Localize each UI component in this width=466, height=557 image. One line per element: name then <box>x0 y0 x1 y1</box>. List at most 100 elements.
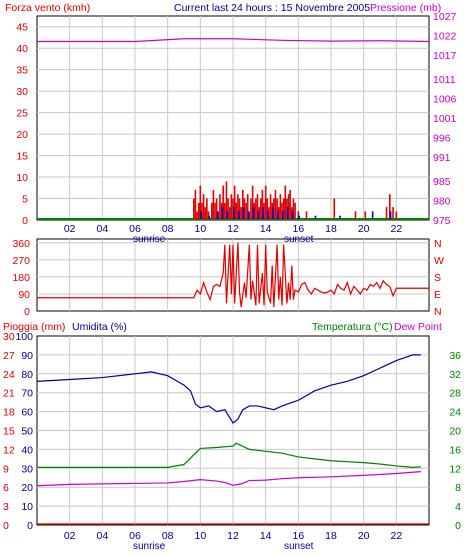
humidity-tick-label: 60 <box>21 407 33 419</box>
x-tick-label-top: 02 <box>64 223 76 235</box>
axis-layer: 0202040406060808101012121414161618182020… <box>3 11 461 542</box>
rain-tick-label: 15 <box>3 426 15 438</box>
wind-axis-title: Forza vento (kmh) <box>5 2 90 14</box>
humidity-tick-label: 80 <box>21 369 33 381</box>
sunrise-label-top: sunrise <box>133 234 166 245</box>
pressure-tick-label: 985 <box>433 176 451 188</box>
compass-tick-label: W <box>434 255 444 267</box>
humidity-tick-label: 90 <box>21 350 33 362</box>
wind-tick-label: 20 <box>16 129 28 141</box>
x-tick-label-top: 06 <box>129 223 141 235</box>
x-tick-label-top: 22 <box>390 223 402 235</box>
wind-tick-label: 35 <box>16 65 28 77</box>
x-tick-label-top: 18 <box>325 223 337 235</box>
x-tick-label-bottom: 10 <box>194 530 206 542</box>
pressure-tick-label: 980 <box>433 195 451 207</box>
x-tick-label-bottom: 02 <box>64 530 76 542</box>
dewpoint-line <box>36 471 421 487</box>
x-tick-label-bottom: 16 <box>292 530 304 542</box>
wind-tick-label: 5 <box>22 194 28 206</box>
compass-tick-label: N <box>434 238 442 250</box>
pressure-tick-label: 1017 <box>433 50 457 62</box>
rain-tick-label: 21 <box>3 388 15 400</box>
rain-axis-title: Pioggia (mm) <box>3 321 65 333</box>
wind-direction-line <box>37 242 429 308</box>
temperature-tick-label: 4 <box>455 501 461 513</box>
pressure-tick-label: 996 <box>433 133 451 145</box>
compass-tick-label: N <box>434 306 442 318</box>
pressure-axis-title: Pressione (mb) <box>370 2 441 14</box>
wind-tick-label: 10 <box>16 172 28 184</box>
x-tick-label-top: 14 <box>260 223 272 235</box>
x-tick-label-top: 16 <box>292 223 304 235</box>
temperature-tick-label: 32 <box>449 369 461 381</box>
x-tick-label-bottom: 22 <box>390 530 402 542</box>
direction-tick-label: 90 <box>18 289 30 301</box>
x-tick-label-top: 04 <box>96 223 108 235</box>
wind-tick-label: 30 <box>16 86 28 98</box>
rain-tick-label: 27 <box>3 350 15 362</box>
rain-tick-label: 24 <box>3 369 15 381</box>
x-tick-label-bottom: 18 <box>325 530 337 542</box>
temperature-tick-label: 28 <box>449 388 461 400</box>
compass-tick-label: S <box>434 272 441 284</box>
x-tick-label-top: 08 <box>162 223 174 235</box>
grid-layer <box>37 16 429 525</box>
rain-tick-label: 6 <box>3 482 9 494</box>
x-tick-label-bottom: 04 <box>96 530 108 542</box>
x-tick-label-bottom: 08 <box>162 530 174 542</box>
temperature-tick-label: 8 <box>455 482 461 494</box>
wind-tick-label: 45 <box>16 22 28 34</box>
x-tick-label-top: 20 <box>358 223 370 235</box>
rain-tick-label: 12 <box>3 444 15 456</box>
dewpoint-axis-title: Dew Point <box>394 321 442 333</box>
pressure-tick-label: 1022 <box>433 31 457 43</box>
rain-tick-label: 3 <box>3 501 9 513</box>
temperature-tick-label: 24 <box>449 407 461 419</box>
x-tick-label-bottom: 12 <box>227 530 239 542</box>
x-tick-label-top: 10 <box>194 223 206 235</box>
temperature-axis-title: Temperatura (°C) <box>312 321 393 333</box>
x-tick-label-bottom: 06 <box>129 530 141 542</box>
rain-tick-label: 9 <box>3 463 9 475</box>
wind-tick-label: 0 <box>22 215 28 227</box>
direction-tick-label: 270 <box>12 255 30 267</box>
temperature-tick-label: 36 <box>449 350 461 362</box>
rain-tick-label: 30 <box>3 331 15 343</box>
humidity-tick-label: 10 <box>21 501 33 513</box>
sunset-label-top: sunset <box>284 234 314 245</box>
pressure-tick-label: 991 <box>433 152 451 164</box>
rain-tick-label: 18 <box>3 407 15 419</box>
humidity-tick-label: 70 <box>21 388 33 400</box>
direction-tick-label: 360 <box>12 238 30 250</box>
humidity-tick-label: 50 <box>21 426 33 438</box>
pressure-tick-label: 1027 <box>433 11 457 23</box>
sunset-label-bottom: sunset <box>284 541 314 552</box>
wind-tick-label: 15 <box>16 151 28 163</box>
pressure-tick-label: 1011 <box>433 74 456 86</box>
compass-tick-label: E <box>434 289 441 301</box>
temperature-line <box>37 442 421 468</box>
humidity-tick-label: 0 <box>27 520 33 532</box>
humidity-tick-label: 30 <box>21 463 33 475</box>
temperature-tick-label: 16 <box>449 444 461 456</box>
rain-tick-label: 0 <box>3 520 9 532</box>
pressure-tick-label: 975 <box>433 215 451 227</box>
humidity-tick-label: 40 <box>21 444 33 456</box>
humidity-tick-label: 20 <box>21 482 33 494</box>
x-tick-label-top: 12 <box>227 223 239 235</box>
x-tick-label-bottom: 20 <box>358 530 370 542</box>
chart-title: Current last 24 hours : 15 Novembre 2005 <box>174 2 370 14</box>
humidity-axis-title: Umidita (%) <box>72 321 127 333</box>
humidity-tick-label: 100 <box>15 331 33 343</box>
direction-tick-label: 180 <box>12 272 30 284</box>
pressure-tick-label: 1006 <box>433 93 457 105</box>
sunrise-label-bottom: sunrise <box>133 541 166 552</box>
temperature-tick-label: 0 <box>455 520 461 532</box>
temperature-tick-label: 12 <box>449 463 461 475</box>
pressure-line <box>37 38 430 43</box>
humidity-line <box>36 354 421 424</box>
marks-layer <box>36 38 430 525</box>
